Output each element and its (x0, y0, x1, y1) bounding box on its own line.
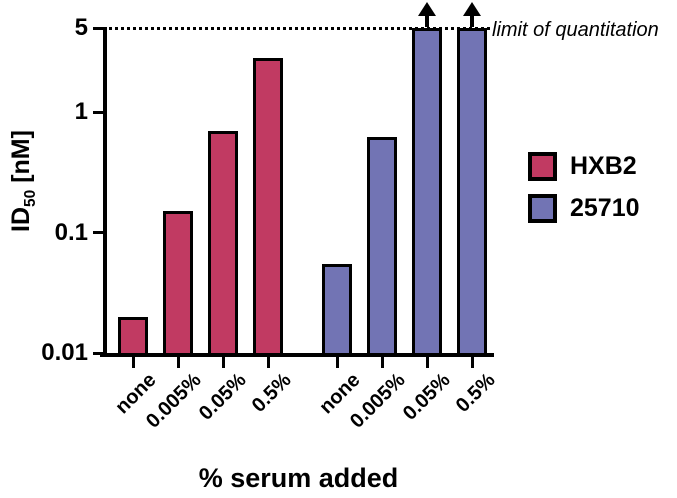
bar-25710-none (322, 263, 352, 356)
x-tick-0-05-g1 (221, 357, 225, 368)
legend-label-hxb2: HXB2 (570, 152, 637, 180)
bar-25710-0-005 (367, 137, 397, 356)
bar-hxb2-0-5 (253, 58, 283, 356)
x-tick-0-5-g2 (470, 357, 474, 368)
y-tick-label-1: 1 (74, 98, 88, 126)
y-tick-label-0-1: 0.1 (54, 218, 88, 246)
exceeds-limit-arrow-icon (463, 2, 481, 16)
legend-swatch-25710 (528, 194, 557, 223)
limit-of-quantitation-label: limit of quantitation (492, 19, 659, 41)
bar-hxb2-0-005 (163, 211, 193, 356)
exceeds-limit-arrow-stem (470, 14, 474, 27)
legend-item-25710: 25710 (528, 194, 640, 223)
y-tick-label-5: 5 (74, 14, 88, 42)
exceeds-limit-arrow-stem (425, 14, 429, 27)
x-tick-0-005-g1 (176, 357, 180, 368)
x-tick-none-g1 (131, 357, 135, 368)
legend-item-hxb2: HXB2 (528, 152, 640, 181)
bar-25710-0-5 (457, 28, 487, 356)
y-tick-1 (93, 110, 104, 114)
legend: HXB2 25710 (528, 152, 640, 223)
exceeds-limit-arrow-icon (418, 2, 436, 16)
y-tick-label-0-01: 0.01 (41, 339, 88, 366)
x-tick-0-5-g1 (266, 357, 270, 368)
y-tick-5 (93, 26, 104, 30)
limit-of-quantitation-line (104, 27, 490, 30)
y-tick-0-1 (93, 231, 104, 235)
bar-25710-0-05 (412, 28, 442, 356)
x-tick-none-g2 (335, 357, 339, 368)
bar-hxb2-0-05 (208, 130, 238, 356)
x-axis-title: % serum added (198, 463, 399, 493)
x-tick-0-005-g2 (380, 357, 384, 368)
legend-swatch-hxb2 (528, 152, 557, 181)
y-tick-0-01 (93, 351, 104, 355)
x-tick-0-05-g2 (425, 357, 429, 368)
legend-label-25710: 25710 (570, 194, 640, 222)
bar-hxb2-none (118, 316, 148, 356)
y-axis-line (103, 27, 107, 357)
x-axis-line (100, 353, 494, 357)
